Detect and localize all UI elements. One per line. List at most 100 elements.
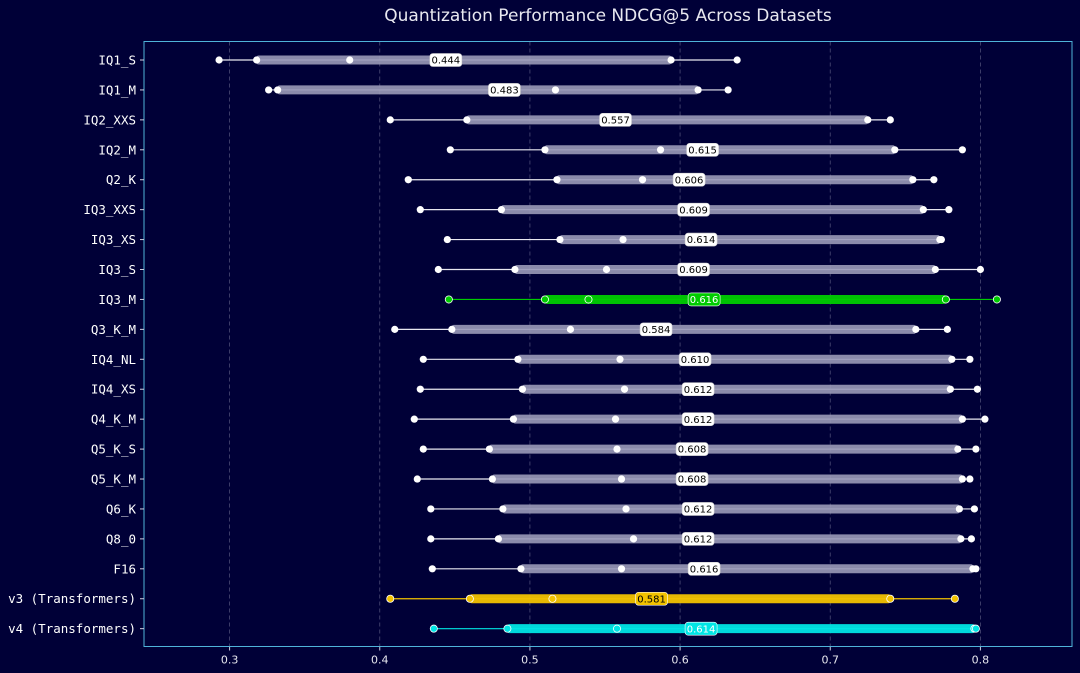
y-axis-labels: IQ1_S IQ1_M IQ2_XXS IQ2_M Q2_K IQ3_XXS IQ3_XS I… — [8, 53, 144, 636]
min-point — [443, 235, 451, 244]
y-tick-label: IQ3_S — [98, 262, 136, 277]
median-point — [346, 56, 354, 64]
iqr-bar — [469, 594, 891, 604]
max-point — [971, 624, 980, 633]
iqr-bar — [522, 384, 951, 394]
mean-value-label: 0.483 — [490, 86, 519, 97]
y-tick-label: IQ1_M — [98, 82, 136, 97]
median-point — [548, 594, 557, 603]
median-point — [617, 565, 626, 573]
iqr-bar — [502, 504, 960, 514]
mean-value-label: 0.608 — [678, 445, 707, 456]
max-point — [950, 594, 959, 603]
mean-value-label: 0.609 — [679, 205, 708, 216]
max-point — [992, 295, 1001, 304]
iqr-bar — [501, 205, 924, 215]
median-point — [613, 624, 622, 633]
iqr-bar — [544, 145, 895, 155]
min-point — [410, 415, 418, 423]
max-point — [724, 86, 732, 94]
y-tick-label: IQ1_S — [98, 53, 136, 68]
mean-label-box — [684, 232, 718, 247]
q3-point — [957, 535, 965, 543]
max-point — [972, 565, 980, 573]
min-point — [429, 624, 438, 633]
median-point — [602, 265, 611, 274]
x-tick-label: 0.7 — [821, 654, 839, 667]
mean-value-label: 0.608 — [678, 475, 707, 486]
y-tick-label: Q4_K_M — [91, 412, 136, 427]
y-tick-label: IQ4_XS — [91, 382, 136, 397]
mean-value-label: 0.609 — [679, 265, 708, 276]
min-point — [419, 445, 427, 453]
mean-label-box — [635, 591, 668, 606]
q1-point — [274, 86, 282, 94]
min-point — [427, 535, 435, 543]
y-tick-label: Q5_K_S — [91, 442, 136, 457]
mean-value-label: 0.606 — [675, 175, 704, 186]
y-tick-label: Q5_K_M — [91, 472, 136, 487]
iqr-bar — [520, 564, 973, 574]
max-point — [966, 475, 974, 483]
q1-point — [509, 415, 517, 423]
iqr-bar — [513, 414, 963, 424]
q1-point — [488, 475, 496, 483]
iqr-bar — [556, 175, 913, 185]
min-point — [404, 176, 412, 184]
y-tick-label: Q2_K — [106, 172, 137, 187]
mean-value-label: 0.612 — [684, 385, 713, 396]
q3-point — [667, 56, 675, 64]
min-point — [386, 116, 394, 124]
mean-value-label: 0.444 — [432, 56, 461, 67]
q1-point — [553, 176, 561, 184]
max-point — [943, 325, 951, 333]
median-point — [566, 325, 575, 333]
chart-title: Quantization Performance NDCG@5 Across D… — [384, 6, 832, 26]
max-point — [733, 56, 741, 64]
mean-value-label: 0.612 — [684, 534, 713, 545]
y-tick-label: IQ3_XS — [91, 232, 136, 247]
median-point — [619, 235, 627, 244]
q1-point — [497, 206, 505, 214]
x-tick-label: 0.4 — [371, 654, 389, 667]
y-tick-label: F16 — [113, 561, 136, 576]
q3-point — [864, 116, 872, 124]
median-point — [611, 415, 620, 423]
min-point — [416, 385, 424, 393]
y-tick-label: IQ3_M — [98, 292, 136, 307]
max-point — [970, 505, 978, 513]
mean-value-label: 0.614 — [687, 235, 716, 246]
median-point — [638, 176, 647, 184]
q1-point — [517, 565, 525, 573]
median-point — [656, 146, 665, 154]
median-point — [584, 295, 593, 304]
max-point — [973, 385, 981, 393]
q1-point — [556, 235, 564, 244]
q3-point — [954, 445, 962, 453]
mean-label-box — [675, 472, 709, 486]
min-point — [427, 505, 435, 513]
mean-label-box — [687, 292, 721, 307]
q1-point — [463, 116, 471, 124]
iqr-bar — [489, 444, 958, 454]
mean-value-label: 0.616 — [690, 295, 719, 306]
median-point — [551, 86, 560, 94]
mean-label-box — [675, 442, 709, 456]
min-point — [215, 56, 223, 64]
max-point — [981, 415, 989, 423]
mean-label-box — [677, 262, 710, 277]
x-tick-label: 0.5 — [521, 654, 539, 667]
q1-point — [494, 535, 502, 543]
mean-label-box — [686, 142, 719, 157]
mean-label-box — [681, 412, 715, 426]
max-point — [937, 235, 945, 244]
q1-point — [541, 146, 549, 154]
mean-label-box — [681, 382, 715, 397]
q1-point — [448, 325, 456, 333]
iqr-bar — [498, 534, 961, 544]
q3-point — [891, 146, 899, 154]
y-tick-label: Q6_K — [106, 501, 137, 516]
y-tick-label: Q3_K_M — [91, 322, 136, 337]
q1-point — [511, 265, 519, 274]
